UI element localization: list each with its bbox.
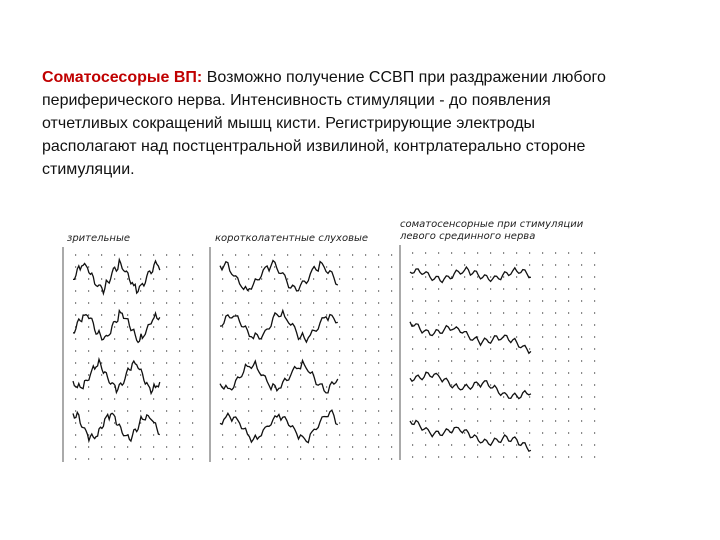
slide-text: Соматосесорые ВП: Возможно получение ССВ… <box>42 66 632 181</box>
panel-label: соматосенсорные при стимуляции левого ср… <box>400 219 584 242</box>
trace <box>72 356 161 396</box>
trace <box>219 308 338 344</box>
trace <box>72 410 161 444</box>
panel-label: зрительные <box>67 233 130 244</box>
panel-label-box: соматосенсорные при стимуляции левого ср… <box>400 219 584 242</box>
grid-dots <box>75 254 194 460</box>
panel-label: коротколатентные слуховые <box>215 233 368 244</box>
body-text: Возможно получение ССВП при раздражении … <box>42 69 606 178</box>
grid-dots <box>412 252 596 458</box>
trace <box>219 259 339 292</box>
trace <box>409 265 532 284</box>
heading: Соматосесорые ВП: <box>42 69 203 86</box>
trace <box>72 308 161 344</box>
trace <box>73 257 161 297</box>
grid-dots <box>222 254 393 460</box>
trace <box>409 321 532 355</box>
panels <box>62 245 596 462</box>
figure: зрительные коротколатентные слуховые сом… <box>62 219 596 462</box>
trace <box>409 371 532 400</box>
trace <box>409 419 532 453</box>
trace <box>219 409 339 444</box>
trace <box>219 358 339 394</box>
